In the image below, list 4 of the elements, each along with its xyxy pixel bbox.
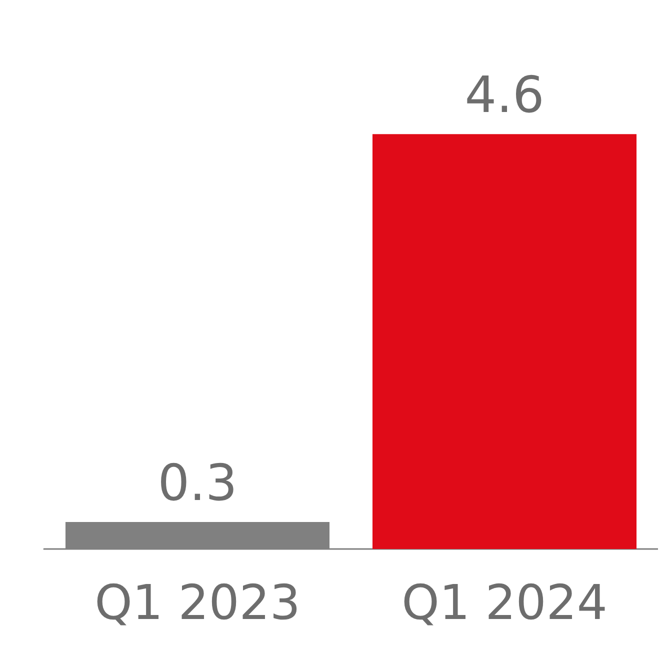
x-tick-label: Q1 2023: [94, 575, 300, 631]
data-label: 0.3: [158, 454, 238, 512]
x-tick-label: Q1 2024: [402, 575, 608, 631]
data-label: 4.6: [464, 66, 544, 124]
